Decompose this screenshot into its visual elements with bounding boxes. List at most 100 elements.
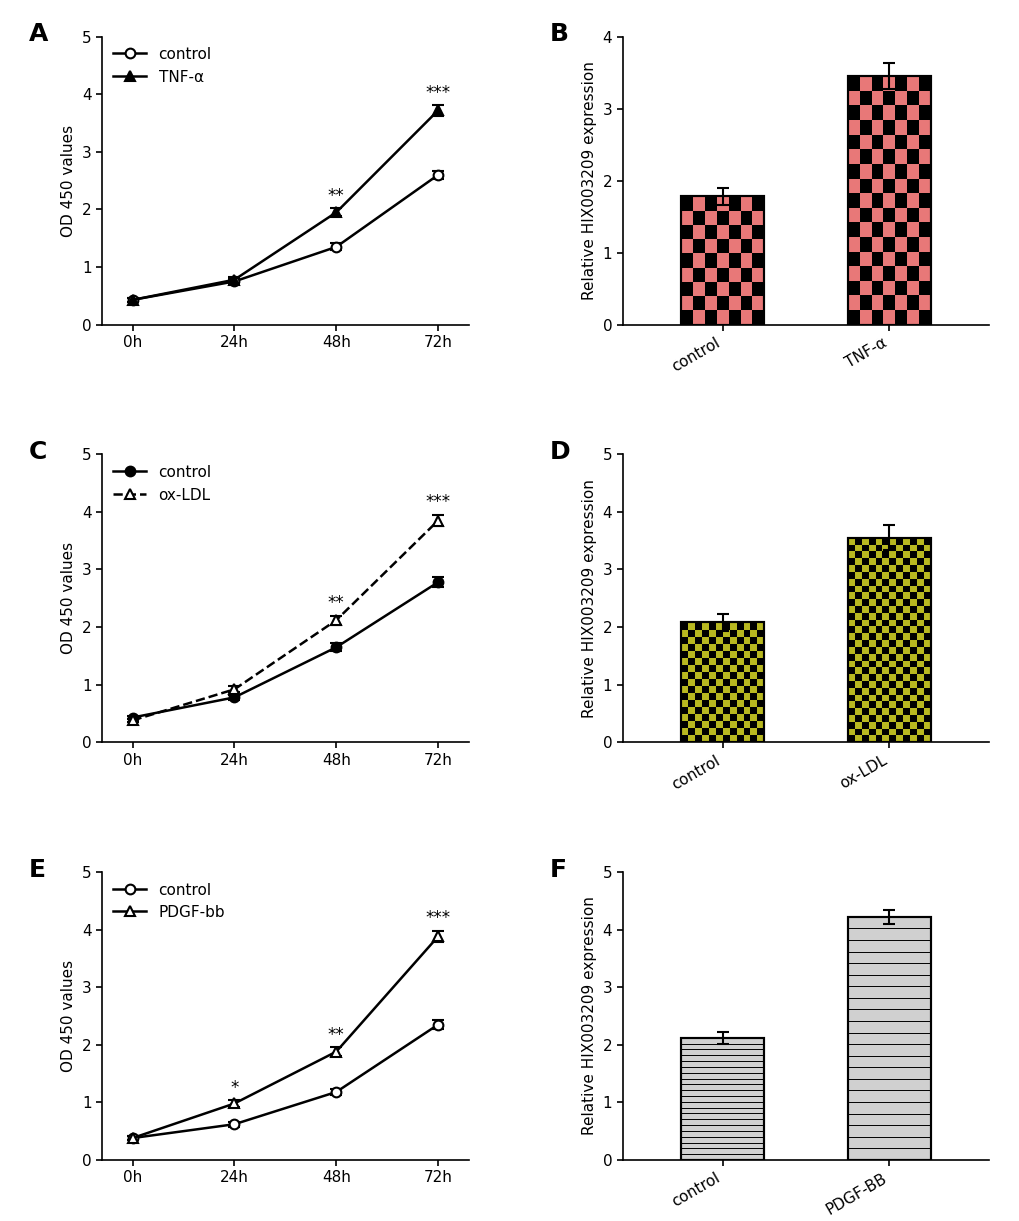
Text: D: D xyxy=(549,440,570,464)
Bar xyxy=(916,586,923,592)
Bar xyxy=(889,613,896,619)
Bar xyxy=(847,281,859,295)
Bar xyxy=(896,619,903,626)
Bar xyxy=(743,728,750,735)
Bar xyxy=(882,208,895,222)
Bar xyxy=(881,565,889,571)
Bar xyxy=(701,700,708,707)
Bar xyxy=(687,700,694,707)
Bar xyxy=(889,722,896,729)
Bar xyxy=(736,651,743,658)
Bar xyxy=(906,208,918,222)
Bar xyxy=(868,634,874,640)
Bar xyxy=(903,708,909,716)
Bar xyxy=(868,687,874,695)
Bar xyxy=(692,267,704,282)
Bar xyxy=(923,647,930,653)
Bar xyxy=(854,634,861,640)
Bar xyxy=(906,149,918,164)
Bar xyxy=(859,149,870,164)
Bar xyxy=(847,537,930,742)
Bar xyxy=(728,225,740,239)
Bar xyxy=(861,681,868,687)
Bar xyxy=(701,686,708,694)
Bar xyxy=(903,653,909,661)
Bar xyxy=(916,708,923,716)
Bar xyxy=(704,282,716,297)
Bar xyxy=(874,558,881,565)
Bar xyxy=(728,197,740,211)
Text: **: ** xyxy=(327,187,344,205)
Bar xyxy=(861,586,868,592)
Bar xyxy=(889,586,896,592)
Bar xyxy=(854,552,861,558)
Legend: control, ox-LDL: control, ox-LDL xyxy=(106,459,217,509)
Bar xyxy=(923,537,930,545)
Bar xyxy=(740,211,752,225)
Bar xyxy=(923,716,930,722)
Bar xyxy=(752,282,763,297)
Bar xyxy=(722,623,729,630)
Bar xyxy=(874,571,881,579)
Bar xyxy=(701,643,708,651)
Bar xyxy=(903,626,909,634)
Bar xyxy=(716,267,728,282)
Bar xyxy=(708,694,715,700)
Bar xyxy=(736,694,743,700)
Bar xyxy=(916,695,923,701)
Bar xyxy=(687,672,694,679)
Legend: control, PDGF-bb: control, PDGF-bb xyxy=(106,877,231,927)
Bar xyxy=(881,729,889,735)
Bar xyxy=(903,722,909,729)
Bar xyxy=(868,716,874,722)
Bar xyxy=(847,222,859,237)
Bar xyxy=(740,239,752,254)
Bar xyxy=(874,626,881,634)
Bar xyxy=(916,681,923,687)
Bar xyxy=(868,579,874,586)
Bar xyxy=(918,134,930,149)
Bar xyxy=(859,266,870,281)
Bar xyxy=(874,545,881,552)
Bar xyxy=(716,211,728,225)
Bar xyxy=(861,600,868,606)
Bar xyxy=(889,653,896,661)
Bar xyxy=(708,707,715,714)
Bar xyxy=(729,630,736,636)
Text: **: ** xyxy=(327,595,344,612)
Text: B: B xyxy=(549,22,568,46)
Bar xyxy=(903,613,909,619)
Bar xyxy=(895,310,906,325)
Bar xyxy=(909,565,916,571)
Bar xyxy=(906,266,918,281)
Bar xyxy=(918,310,930,325)
Bar xyxy=(918,252,930,266)
Bar xyxy=(692,297,704,310)
Bar xyxy=(729,714,736,722)
Bar xyxy=(694,679,701,686)
Bar xyxy=(681,707,687,714)
Bar xyxy=(694,651,701,658)
Bar xyxy=(896,647,903,653)
Bar xyxy=(861,668,868,674)
Bar xyxy=(923,565,930,571)
Bar xyxy=(916,613,923,619)
Bar xyxy=(923,619,930,626)
Bar xyxy=(847,537,930,742)
Bar xyxy=(896,729,903,735)
Bar xyxy=(903,681,909,687)
Bar xyxy=(847,310,859,325)
Bar xyxy=(854,674,861,681)
Bar xyxy=(916,640,923,647)
Bar xyxy=(896,716,903,722)
Bar xyxy=(715,714,722,722)
Bar xyxy=(881,592,889,600)
Bar xyxy=(708,623,715,630)
Bar xyxy=(708,722,715,728)
Bar xyxy=(895,281,906,295)
Bar xyxy=(861,571,868,579)
Bar xyxy=(854,716,861,722)
Bar xyxy=(708,636,715,643)
Bar xyxy=(757,714,763,722)
Bar xyxy=(752,225,763,239)
